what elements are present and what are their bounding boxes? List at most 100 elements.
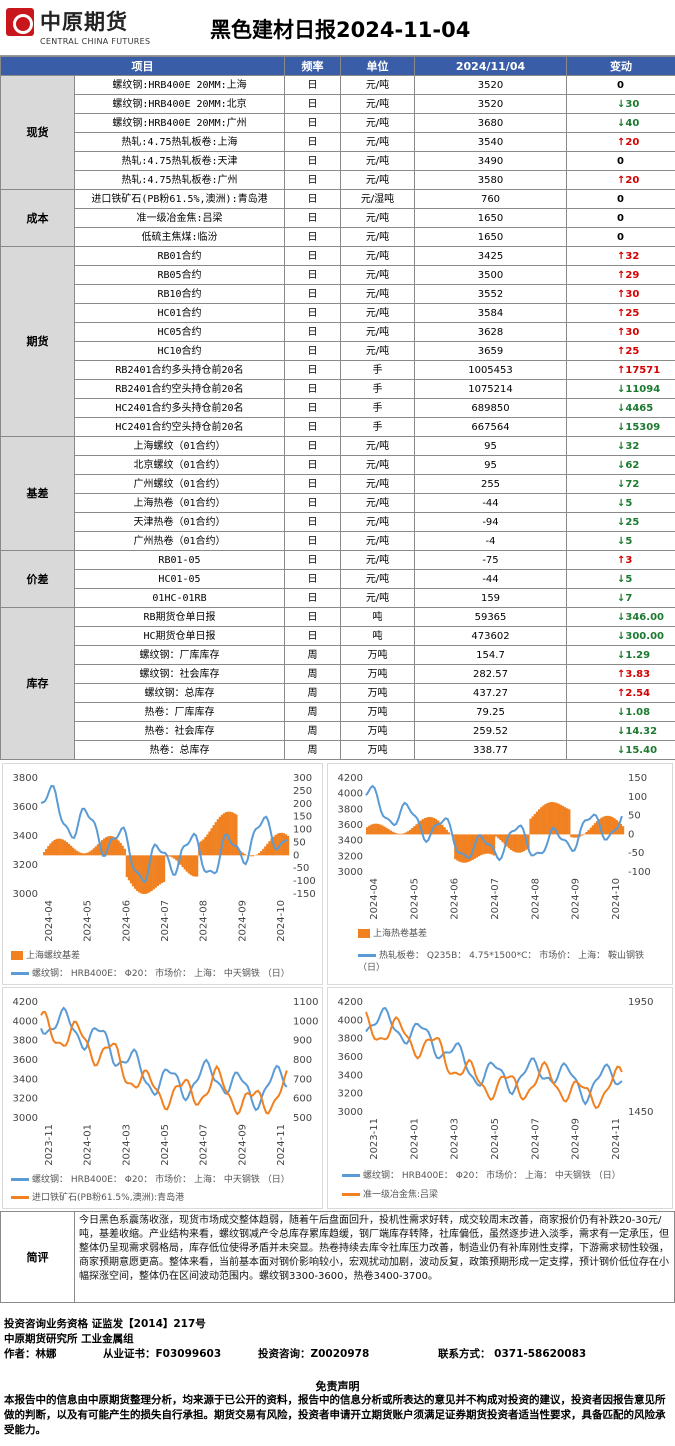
item-name-cell: RB10合约 [74, 284, 285, 304]
basis-bar [152, 855, 155, 890]
table-row: 北京螺纹（01合约）日元/吨 95 ↓62 [1, 455, 675, 475]
basis-bar [585, 831, 588, 835]
frequency-cell: 周 [284, 645, 341, 665]
y-right-tick-label: 250 [293, 786, 312, 797]
item-name-cell: HC10合约 [74, 341, 285, 361]
frequency-cell: 日 [284, 208, 341, 228]
basis-bar [208, 831, 211, 856]
basis-bar [600, 817, 603, 835]
category-cell: 成本 [0, 189, 75, 247]
arrow-down-icon: ↓ [617, 611, 626, 623]
arrow-down-icon: ↓ [617, 516, 626, 528]
value-cell: 282.57 [414, 664, 567, 684]
y-right-tick-label: 100 [628, 792, 647, 803]
change-value: 3 [625, 554, 633, 566]
item-name-cell: RB期货仓单日报 [74, 607, 285, 627]
change-cell: ↑17571 [566, 360, 675, 380]
table-row: RB10合约日元/吨 3552 ↑30 [1, 284, 675, 304]
y-right-tick-label: -100 [293, 876, 316, 887]
change-value: 5 [625, 573, 633, 585]
price-line [365, 784, 623, 862]
basis-bar [447, 832, 451, 835]
value-cell: 689850 [414, 398, 567, 418]
table-row: 现货 螺纹钢:HRB400E 20MM:上海日元/吨 3520 0 [0, 75, 675, 190]
basis-bar [430, 817, 433, 835]
basis-bar [233, 813, 236, 856]
item-name-cell: 准一级冶金焦:吕梁 [74, 208, 285, 228]
basis-bar [255, 854, 259, 856]
basis-bar [243, 853, 246, 856]
x-tick-label: 2024-07 [530, 1118, 541, 1160]
series-b-line [40, 1010, 288, 1116]
change-cell: 0 [566, 189, 675, 209]
change-cell: ↓300.00 [566, 626, 675, 646]
change-cell: ↓25 [566, 512, 675, 532]
basis-bar [477, 834, 481, 857]
value-cell: 255 [414, 474, 567, 494]
frequency-cell: 日 [284, 113, 341, 133]
x-tick-label: 2024-03 [121, 1124, 132, 1166]
table-row: HC期货仓单日报日吨 473602 ↓300.00 [1, 626, 675, 646]
basis-bar [548, 802, 552, 835]
basis-bar [366, 827, 369, 835]
legend-swatch-a [11, 1178, 29, 1181]
category-cell: 基差 [0, 436, 75, 551]
basis-bar [428, 816, 431, 835]
change-value: 17571 [625, 364, 661, 376]
change-cell: ↑3 [566, 550, 675, 570]
unit-cell: 万吨 [340, 664, 415, 684]
frequency-cell: 周 [284, 740, 341, 760]
table-row: RB05合约日元/吨 3500 ↑29 [1, 265, 675, 285]
basis-bar [619, 823, 623, 835]
basis-bar [518, 834, 521, 853]
value-cell: 473602 [414, 626, 567, 646]
basis-bar [69, 845, 73, 856]
basis-bar [282, 833, 286, 856]
chart-rebar-basis-legend-line: 螺纹钢： HRB400E： Φ20： 市场价： 上海： 中天钢铁 （日） [11, 966, 290, 979]
basis-bar [216, 819, 219, 856]
change-value: 40 [625, 117, 640, 129]
unit-cell: 元/吨 [340, 113, 415, 133]
y-right-tick-label: 50 [628, 811, 641, 822]
value-cell: 3540 [414, 132, 567, 152]
change-cell: 0 [566, 227, 675, 247]
basis-bar [125, 855, 128, 878]
basis-bar [45, 848, 48, 856]
y-left-tick-label: 4200 [338, 997, 363, 1008]
basis-bar [621, 826, 625, 835]
y-left-tick-label: 3200 [13, 1094, 38, 1105]
x-tick-label: 2024-11 [276, 1124, 287, 1166]
unit-cell: 元/吨 [340, 436, 415, 456]
arrow-down-icon: ↓ [617, 592, 626, 604]
y-left-tick-label: 4000 [338, 789, 363, 800]
y-right-tick-label: 500 [293, 1113, 312, 1124]
unit-cell: 元/吨 [340, 94, 415, 114]
change-value: 15.40 [625, 744, 658, 756]
basis-bar [370, 824, 373, 835]
table-row: 螺纹钢:HRB400E 20MM:广州日元/吨 3680 ↓40 [1, 113, 675, 133]
change-cell: ↑20 [566, 132, 675, 152]
basis-bar [576, 834, 580, 838]
change-cell: ↓5 [566, 493, 675, 513]
basis-bar [218, 816, 221, 856]
value-cell: 159 [414, 588, 567, 608]
chart-rebar-basis-legend-bar: 上海螺纹基差 [11, 948, 80, 961]
basis-bar [212, 825, 215, 856]
basis-bar [189, 855, 193, 876]
price-line [40, 784, 288, 884]
basis-bar [482, 834, 485, 855]
frequency-cell: 日 [284, 436, 341, 456]
table-row: 期货 RB01合约日元/吨 3425 ↑32 [0, 246, 675, 437]
value-cell: -75 [414, 550, 567, 570]
value-cell: -94 [414, 512, 567, 532]
item-name-cell: RB2401合约多头持仓前20名 [74, 360, 285, 380]
basis-bar [72, 847, 75, 856]
frequency-cell: 日 [284, 265, 341, 285]
basis-bar [268, 841, 271, 856]
basis-bar [200, 841, 203, 856]
y-left-tick-label: 4000 [338, 1015, 363, 1026]
legend-swatch-bar [358, 929, 370, 938]
change-value: 25 [625, 307, 640, 319]
unit-cell: 元/吨 [340, 474, 415, 494]
basis-bar [467, 834, 470, 863]
